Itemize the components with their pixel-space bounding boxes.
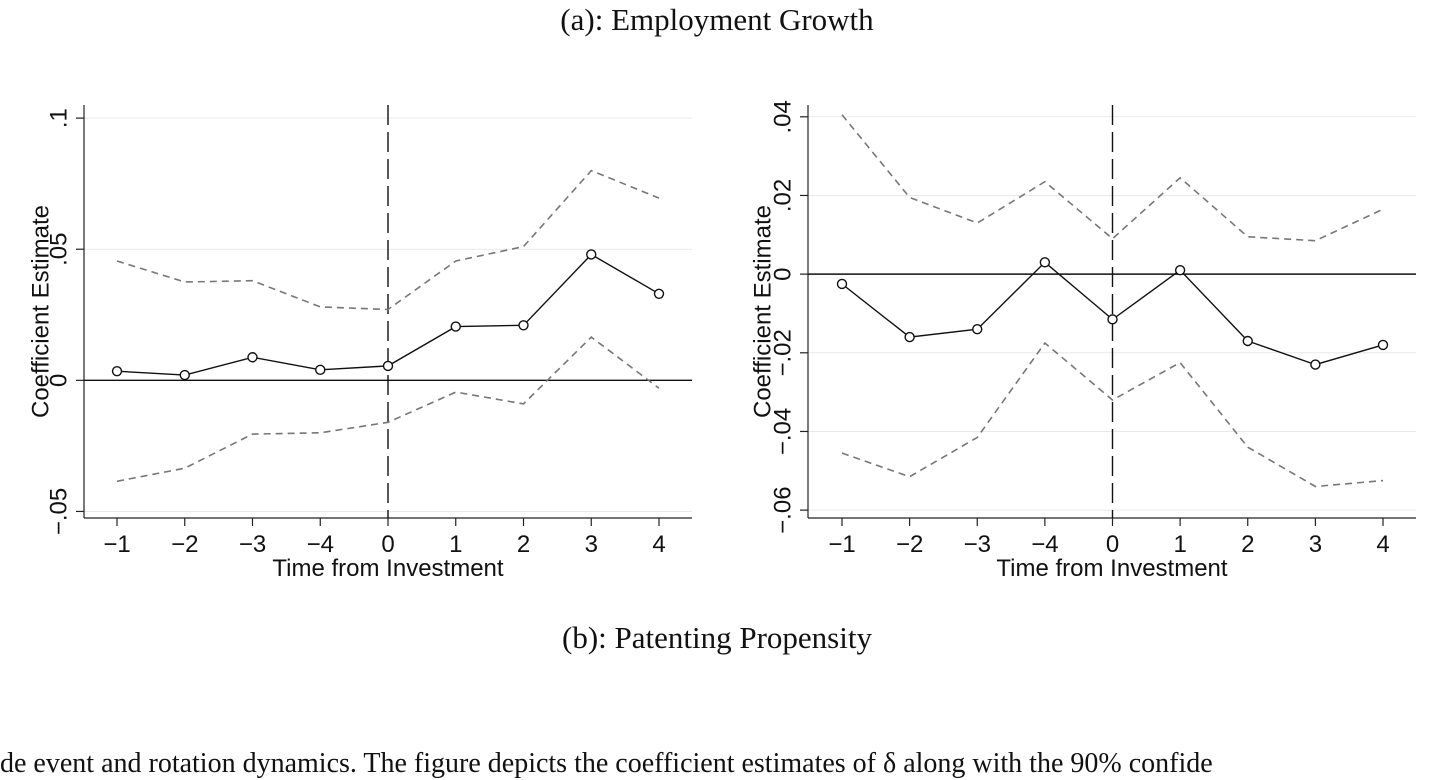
- data-point: [653, 288, 665, 299]
- data-point: [904, 331, 915, 343]
- x-tick-label: 0: [1106, 531, 1119, 558]
- y-tick-label: −.04: [769, 408, 796, 455]
- y-tick-label: .05: [45, 233, 72, 266]
- data-point: [315, 364, 326, 376]
- data-point: [382, 360, 394, 372]
- y-tick-label: 0: [769, 267, 796, 280]
- y-axis-title: Coefficient Estimate: [27, 205, 54, 418]
- data-point: [450, 321, 461, 332]
- x-tick-label: −4: [1031, 531, 1058, 558]
- body-text-line: de event and rotation dynamics. The figu…: [0, 748, 1213, 779]
- x-tick-label: −2: [171, 531, 198, 558]
- x-tick-label: 0: [381, 531, 394, 558]
- caption-employment-growth: (a): Employment Growth: [560, 2, 874, 37]
- x-tick-label: −3: [964, 531, 991, 558]
- data-point: [247, 352, 258, 363]
- series-line-lower: [116, 336, 660, 483]
- x-axis-title: Time from Investment: [272, 555, 503, 582]
- series-line-upper: [116, 169, 660, 311]
- data-point: [1174, 265, 1186, 276]
- data-point: [111, 365, 123, 377]
- data-point: [836, 278, 848, 290]
- data-point: [179, 369, 190, 381]
- x-tick-label: 1: [449, 531, 462, 558]
- data-point: [972, 324, 983, 335]
- x-tick-label: 4: [652, 531, 665, 558]
- x-tick-label: 4: [1376, 531, 1389, 558]
- data-point: [1310, 359, 1321, 370]
- series-line-lower: [841, 341, 1384, 488]
- y-tick-label: .1: [45, 108, 72, 128]
- y-tick-label: −.02: [769, 329, 796, 376]
- x-tick-label: 2: [1241, 531, 1254, 558]
- x-tick-label: −4: [307, 531, 334, 558]
- data-point: [1242, 335, 1253, 347]
- x-tick-label: −1: [103, 531, 130, 558]
- y-tick-label: 0: [45, 374, 72, 387]
- data-point: [586, 249, 597, 260]
- x-tick-label: −2: [896, 531, 923, 558]
- x-tick-label: 3: [585, 531, 598, 558]
- x-tick-label: 2: [517, 531, 530, 558]
- y-tick-label: −.05: [45, 488, 72, 535]
- y-tick-label: −.06: [769, 486, 796, 533]
- x-tick-label: 1: [1173, 531, 1186, 558]
- data-point: [1039, 257, 1051, 268]
- y-tick-label: .04: [769, 100, 796, 133]
- y-tick-label: .02: [769, 179, 796, 212]
- data-point: [1107, 314, 1118, 325]
- x-tick-label: −3: [239, 531, 266, 558]
- data-point: [1377, 339, 1389, 351]
- data-point: [518, 320, 529, 331]
- x-axis-title: Time from Investment: [996, 555, 1227, 582]
- y-axis-title: Coefficient Estimate: [749, 205, 776, 418]
- x-tick-label: 3: [1309, 531, 1322, 558]
- x-tick-label: −1: [828, 531, 855, 558]
- caption-patenting-propensity: (b): Patenting Propensity: [562, 620, 872, 655]
